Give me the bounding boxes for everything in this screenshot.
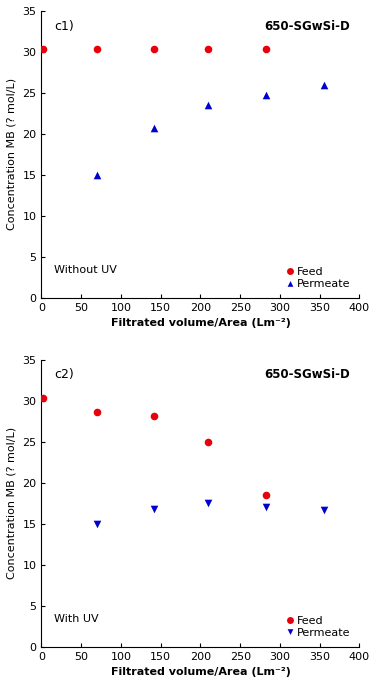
Feed: [264, 44, 270, 55]
Text: With UV: With UV: [54, 614, 99, 624]
X-axis label: Filtrated volume/Area (Lm⁻²): Filtrated volume/Area (Lm⁻²): [110, 667, 290, 677]
Feed: [264, 490, 270, 501]
Permeate: [321, 80, 327, 91]
Feed: [205, 436, 211, 447]
Permeate: [151, 503, 157, 514]
Permeate: [264, 89, 270, 100]
Permeate: [205, 498, 211, 509]
Legend: Feed, Permeate: Feed, Permeate: [284, 612, 354, 641]
Permeate: [94, 170, 100, 181]
Permeate: [205, 100, 211, 111]
Permeate: [264, 501, 270, 512]
Feed: [40, 43, 46, 54]
Feed: [151, 410, 157, 421]
Feed: [151, 44, 157, 55]
Feed: [94, 44, 100, 55]
Y-axis label: Concentration MB (? mol/L): Concentration MB (? mol/L): [7, 78, 17, 231]
Text: c2): c2): [54, 369, 74, 382]
Permeate: [321, 504, 327, 515]
Feed: [40, 392, 46, 403]
Feed: [205, 43, 211, 54]
Legend: Feed, Permeate: Feed, Permeate: [284, 263, 354, 292]
Text: c1): c1): [54, 20, 74, 33]
Text: 650-SGwSi-D: 650-SGwSi-D: [264, 369, 350, 382]
Y-axis label: Concentration MB (? mol/L): Concentration MB (? mol/L): [7, 428, 17, 579]
Permeate: [94, 518, 100, 529]
Permeate: [151, 122, 157, 133]
Text: 650-SGwSi-D: 650-SGwSi-D: [264, 20, 350, 33]
Text: Without UV: Without UV: [54, 265, 117, 275]
X-axis label: Filtrated volume/Area (Lm⁻²): Filtrated volume/Area (Lm⁻²): [110, 318, 290, 328]
Feed: [94, 406, 100, 417]
